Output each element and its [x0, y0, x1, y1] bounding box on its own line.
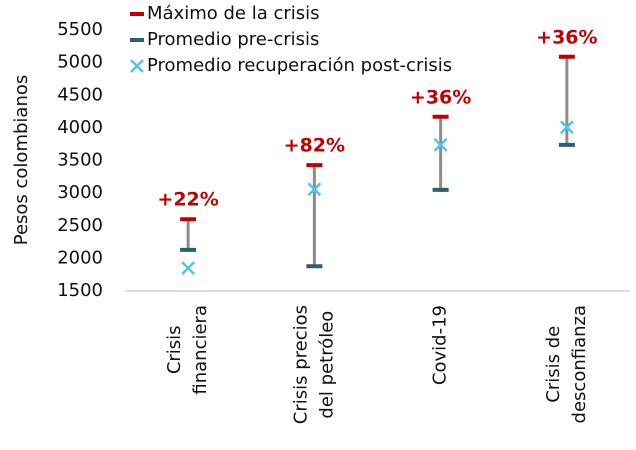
x-tick-label: desconfianza — [569, 305, 590, 423]
legend-label: Promedio pre-crisis — [147, 29, 319, 50]
x-tick-label: Crisis precios — [290, 305, 311, 424]
change-label: +36% — [536, 26, 597, 48]
y-tick-label: 2000 — [57, 247, 103, 268]
y-tick-label: 4500 — [57, 84, 103, 105]
x-marker — [307, 182, 322, 197]
y-tick-label: 2500 — [57, 215, 103, 236]
y-tick-label: 3000 — [57, 182, 103, 203]
x-tick-label: Crisis de — [543, 326, 564, 403]
legend-swatch — [130, 59, 144, 73]
y-tick-label: 4000 — [57, 117, 103, 138]
change-label: +22% — [157, 189, 218, 211]
legend-label: Promedio recuperación post-crisis — [147, 55, 452, 76]
y-tick-label: 3500 — [57, 150, 103, 171]
change-label: +36% — [410, 86, 471, 108]
y-axis-title: Pesos colombianos — [11, 75, 32, 246]
y-tick-label: 5000 — [57, 52, 103, 73]
change-label: +82% — [284, 135, 345, 157]
y-tick-label: 5500 — [57, 19, 103, 40]
legend-label: Máximo de la crisis — [147, 3, 320, 24]
x-tick-label: Covid-19 — [430, 305, 451, 385]
x-marker — [559, 120, 574, 135]
x-tick-label: financiera — [190, 305, 211, 395]
x-tick-label: del petróleo — [316, 311, 337, 419]
x-marker — [181, 261, 196, 276]
x-tick-label: Crisis — [164, 325, 185, 374]
y-tick-label: 1500 — [57, 280, 103, 301]
x-marker — [433, 137, 448, 152]
